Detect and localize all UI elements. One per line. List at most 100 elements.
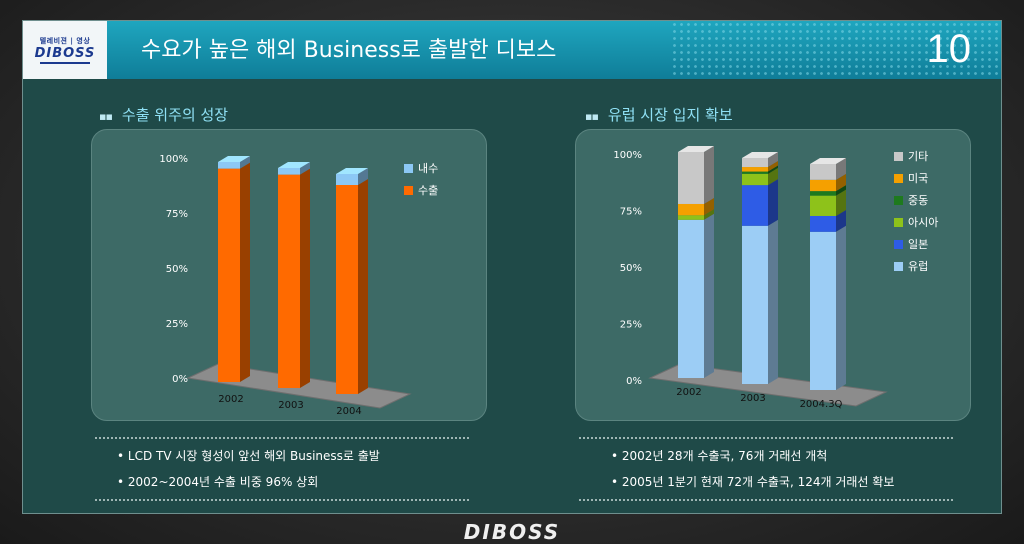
footer-logo: DIBOSS: [463, 520, 561, 544]
legend-label: 기타: [908, 150, 928, 163]
bar-segment-side: [240, 162, 250, 382]
x-tick-label: 2003: [278, 400, 303, 411]
x-tick-label: 2004: [336, 406, 361, 417]
header-dot-pattern: [671, 21, 1001, 79]
bar-segment: [678, 219, 704, 378]
bar-segment-side: [768, 179, 778, 226]
left-section-title: ▪▪ 수출 위주의 성장: [99, 104, 228, 125]
y-tick-label: 100%: [613, 150, 642, 161]
y-tick-label: 100%: [159, 154, 188, 165]
y-tick-label: 75%: [620, 207, 642, 218]
slide-title: 수요가 높은 해외 Business로 출발한 디보스: [141, 38, 557, 63]
legend-swatch: [894, 174, 903, 183]
bar-top-face: [278, 162, 310, 168]
y-tick-label: 75%: [166, 209, 188, 220]
bar-segment-side: [768, 152, 778, 168]
bar-top-face: [810, 158, 846, 164]
bar-segment-side: [836, 185, 846, 196]
bullet-mark-icon: ▪▪: [99, 110, 113, 123]
bar-segment: [336, 185, 358, 394]
bar-segment: [742, 225, 768, 384]
y-tick-label: 0%: [626, 376, 642, 387]
bar-segment-side: [836, 173, 846, 192]
right-chart-panel: 0% 25% 50% 75% 100% 2002 2003 2004.3Q 기타 미국 중동 아시아 일…: [575, 129, 971, 421]
legend-label: 중동: [908, 194, 928, 207]
page-number: 10: [926, 27, 972, 71]
bar-segment: [742, 167, 768, 172]
bar-segment: [810, 231, 836, 390]
bar-top-face: [742, 152, 778, 158]
bar-segment-side: [768, 219, 778, 384]
company-logo: 텔레비젼 | 영상 DIBOSS: [23, 21, 107, 79]
left-section-title-text: 수출 위주의 성장: [121, 106, 229, 124]
legend-swatch: [894, 262, 903, 271]
y-tick-label: 50%: [166, 264, 188, 275]
y-tick-label: 50%: [620, 263, 642, 274]
right-bullets: 2002년 28개 수출국, 76개 거래선 개척 2005년 1분기 현재 7…: [611, 447, 894, 499]
right-divider-top: [579, 437, 953, 439]
bar-segment-side: [836, 209, 846, 232]
y-tick-label: 0%: [172, 374, 188, 385]
x-tick-label: 2003: [740, 393, 765, 404]
legend-swatch: [404, 186, 413, 195]
bar-segment: [218, 168, 240, 382]
right-bullet-1: 2002년 28개 수출국, 76개 거래선 개척: [611, 447, 894, 464]
bar-segment: [678, 215, 704, 220]
right-divider-bottom: [579, 499, 953, 501]
bar-segment: [742, 171, 768, 174]
legend-label: 미국: [908, 172, 928, 185]
bar-segment: [678, 203, 704, 216]
bar-segment: [810, 195, 836, 216]
right-section-title-text: 유럽 시장 입지 확보: [607, 106, 733, 124]
bar-segment: [336, 174, 358, 185]
bar-segment-side: [704, 146, 714, 204]
header-bar: 텔레비젼 | 영상 DIBOSS 수요가 높은 해외 Business로 출발한…: [23, 21, 1001, 79]
bar-segment-side: [704, 213, 714, 378]
bar-segment: [810, 179, 836, 192]
right-section-title: ▪▪ 유럽 시장 입지 확보: [585, 104, 733, 125]
left-bullet-1: LCD TV 시장 형성이 앞선 해외 Business로 출발: [117, 447, 380, 464]
legend-label: 내수: [418, 162, 438, 175]
x-tick-label: 2002: [218, 394, 243, 405]
bar-segment: [278, 174, 300, 388]
legend-swatch: [894, 152, 903, 161]
bar-segment: [810, 215, 836, 232]
left-bullet-2: 2002~2004년 수출 비중 96% 상회: [117, 473, 380, 490]
bar-segment-side: [768, 165, 778, 174]
bar-segment: [218, 162, 240, 169]
bar-segment: [810, 164, 836, 180]
y-tick-label: 25%: [620, 320, 642, 331]
bar-segment-side: [300, 168, 310, 388]
logo-wordmark: DIBOSS: [34, 46, 96, 61]
logo-subtitle: 텔레비젼 | 영상: [39, 37, 91, 45]
bar-segment: [678, 152, 704, 204]
legend-swatch: [894, 218, 903, 227]
bar-segment-side: [836, 189, 846, 216]
bar-segment: [810, 191, 836, 196]
x-tick-label: 2002: [676, 387, 701, 398]
bullet-mark-icon: ▪▪: [585, 110, 599, 123]
legend-swatch: [894, 196, 903, 205]
left-bullets: LCD TV 시장 형성이 앞선 해외 Business로 출발 2002~20…: [117, 447, 380, 499]
legend-swatch: [404, 164, 413, 173]
bar-segment: [278, 168, 300, 175]
bar-segment: [742, 185, 768, 226]
bar-top-face: [678, 146, 714, 152]
left-divider-top: [95, 437, 469, 439]
bar-segment-side: [704, 197, 714, 216]
left-divider-bottom: [95, 499, 469, 501]
bar-segment-side: [768, 167, 778, 186]
legend-label: 유럽: [908, 259, 928, 273]
bar-top-face: [336, 168, 368, 174]
y-tick-label: 25%: [166, 319, 188, 330]
x-tick-label: 2004.3Q: [800, 399, 843, 410]
legend-label: 수출: [418, 184, 438, 197]
bar-segment-side: [704, 209, 714, 220]
bar-segment: [742, 173, 768, 186]
right-bullet-2: 2005년 1분기 현재 72개 수출국, 124개 거래선 확보: [611, 473, 894, 490]
bar-segment-side: [836, 158, 846, 180]
bar-segment: [742, 158, 768, 168]
bar-top-face: [218, 156, 250, 162]
